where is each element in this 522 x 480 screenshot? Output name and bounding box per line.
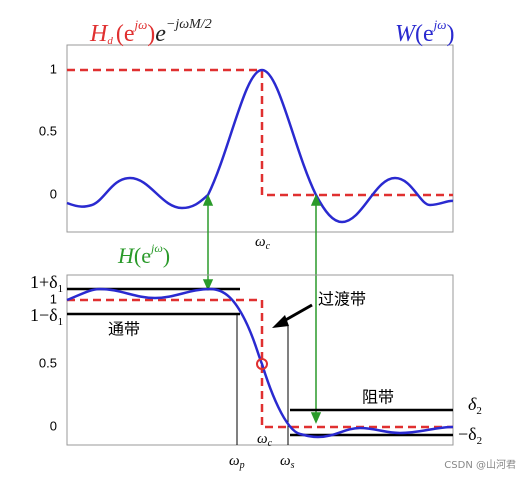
x-label: ωc [257, 431, 273, 449]
y-tick-label: 0.5 [39, 123, 57, 138]
left-label: 1+δ1 [30, 272, 63, 294]
y-tick-label: 0.5 [39, 355, 57, 370]
top-frame [66, 44, 454, 233]
x-label: ωs [280, 453, 295, 471]
y-tick-label: 1 [50, 291, 57, 306]
x-label: ωp [229, 453, 245, 471]
bottom-frame [66, 274, 454, 446]
middle-label: H(ejω) [117, 241, 170, 268]
y-tick-label: 1 [50, 61, 57, 76]
y-tick-label: 0 [50, 186, 57, 201]
x-label: ωc [255, 234, 271, 252]
watermark: CSDN @山河君 [444, 459, 516, 471]
cutoff-marker [256, 358, 268, 370]
stopband-label: 阻带 [362, 388, 394, 407]
top-title-right: W(ejω) [395, 17, 454, 47]
arrows [202, 194, 322, 424]
right-label: δ2 [468, 394, 482, 416]
y-tick-label: 0 [50, 418, 57, 433]
ideal-response [67, 68, 453, 197]
filter-response [66, 287, 454, 439]
right-label: −δ2 [458, 424, 482, 446]
window-response [66, 68, 454, 224]
top-title-left: Hd (ejω)e−jωM/2 [89, 17, 212, 47]
passband-label: 通带 [108, 320, 140, 339]
transition-arrow [272, 303, 313, 328]
left-label: 1−δ1 [30, 305, 63, 327]
transition-label: 过渡带 [318, 290, 366, 309]
